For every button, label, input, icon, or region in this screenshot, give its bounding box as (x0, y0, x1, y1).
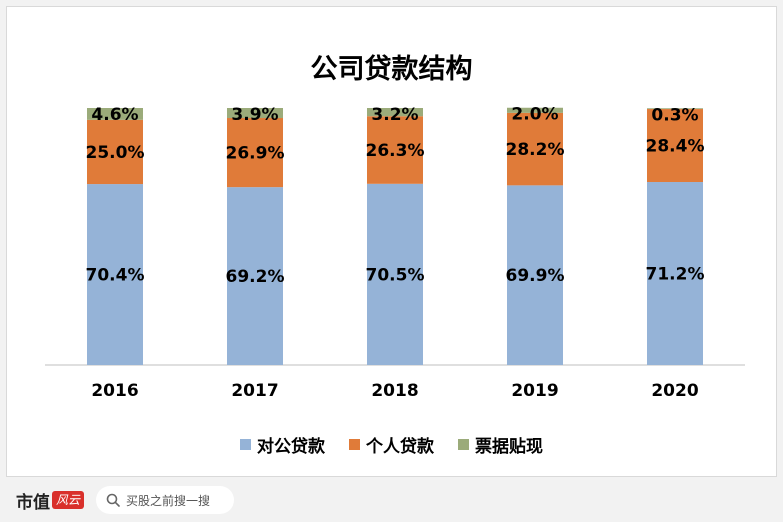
legend-swatch (240, 439, 251, 450)
bar-segment (507, 107, 563, 113)
bar-segment (227, 108, 283, 119)
chart-plot: 70.4% 25.0% 4.6% 2016 69.2% 26.9% 3.9% 2017 70.5… (45, 105, 745, 401)
bar-segment (647, 109, 703, 183)
bar-segment (227, 187, 283, 365)
brand-name: 市值 (16, 492, 50, 513)
search-icon (106, 493, 120, 507)
legend-swatch (349, 439, 360, 450)
bar-segment (87, 119, 143, 185)
data-label: 70.5% (366, 265, 425, 285)
data-label: 2.0% (511, 105, 558, 125)
bar-segment (647, 182, 703, 365)
data-label: 69.2% (226, 267, 285, 287)
brand-logo: 风云 (52, 491, 85, 509)
search-box[interactable]: 买股之前搜一搜 (96, 486, 235, 514)
chart-title: 公司贷款结构 (310, 54, 473, 85)
legend-item: 对公贷款 (240, 432, 325, 457)
bar-segment (87, 108, 143, 120)
data-label: 0.3% (651, 105, 698, 125)
data-label: 26.9% (226, 144, 285, 164)
legend-label: 个人贷款 (366, 437, 434, 457)
bar-segment (647, 108, 703, 110)
bar-segment (367, 108, 423, 117)
footer-bar: 市值 风云 买股之前搜一搜 (0, 478, 783, 522)
legend-item: 票据贴现 (458, 432, 543, 457)
legend-swatch (458, 439, 469, 450)
legend-item: 个人贷款 (349, 432, 434, 457)
x-tick-label: 2017 (231, 381, 278, 401)
x-tick-label: 2016 (91, 381, 138, 401)
bar-segment (507, 112, 563, 186)
data-label: 28.4% (646, 137, 705, 157)
chart-card: 公司贷款结构 70.4% 25.0% 4.6% 2016 69.2% 26.9% 3.9% 2… (6, 6, 777, 477)
x-tick-label: 2019 (511, 381, 558, 401)
search-placeholder: 买股之前搜一搜 (126, 493, 211, 508)
x-tick-label: 2020 (651, 381, 698, 401)
bar-segment (507, 185, 563, 365)
data-label: 69.9% (506, 266, 565, 286)
bar-segment (367, 183, 423, 365)
data-label: 3.2% (371, 105, 418, 125)
data-label: 28.2% (506, 140, 565, 160)
bar-segment (87, 184, 143, 365)
data-label: 4.6% (91, 105, 138, 125)
bar-segment (367, 116, 423, 184)
data-label: 70.4% (86, 266, 145, 286)
x-tick-label: 2018 (371, 381, 418, 401)
chart-legend: 对公贷款 个人贷款 票据贴现 (7, 432, 776, 457)
data-label: 25.0% (86, 143, 145, 163)
legend-label: 对公贷款 (257, 437, 325, 457)
legend-label: 票据贴现 (475, 437, 543, 457)
data-label: 26.3% (366, 141, 425, 161)
bar-segment (227, 118, 283, 188)
data-label: 71.2% (646, 265, 705, 285)
data-label: 3.9% (231, 105, 278, 125)
